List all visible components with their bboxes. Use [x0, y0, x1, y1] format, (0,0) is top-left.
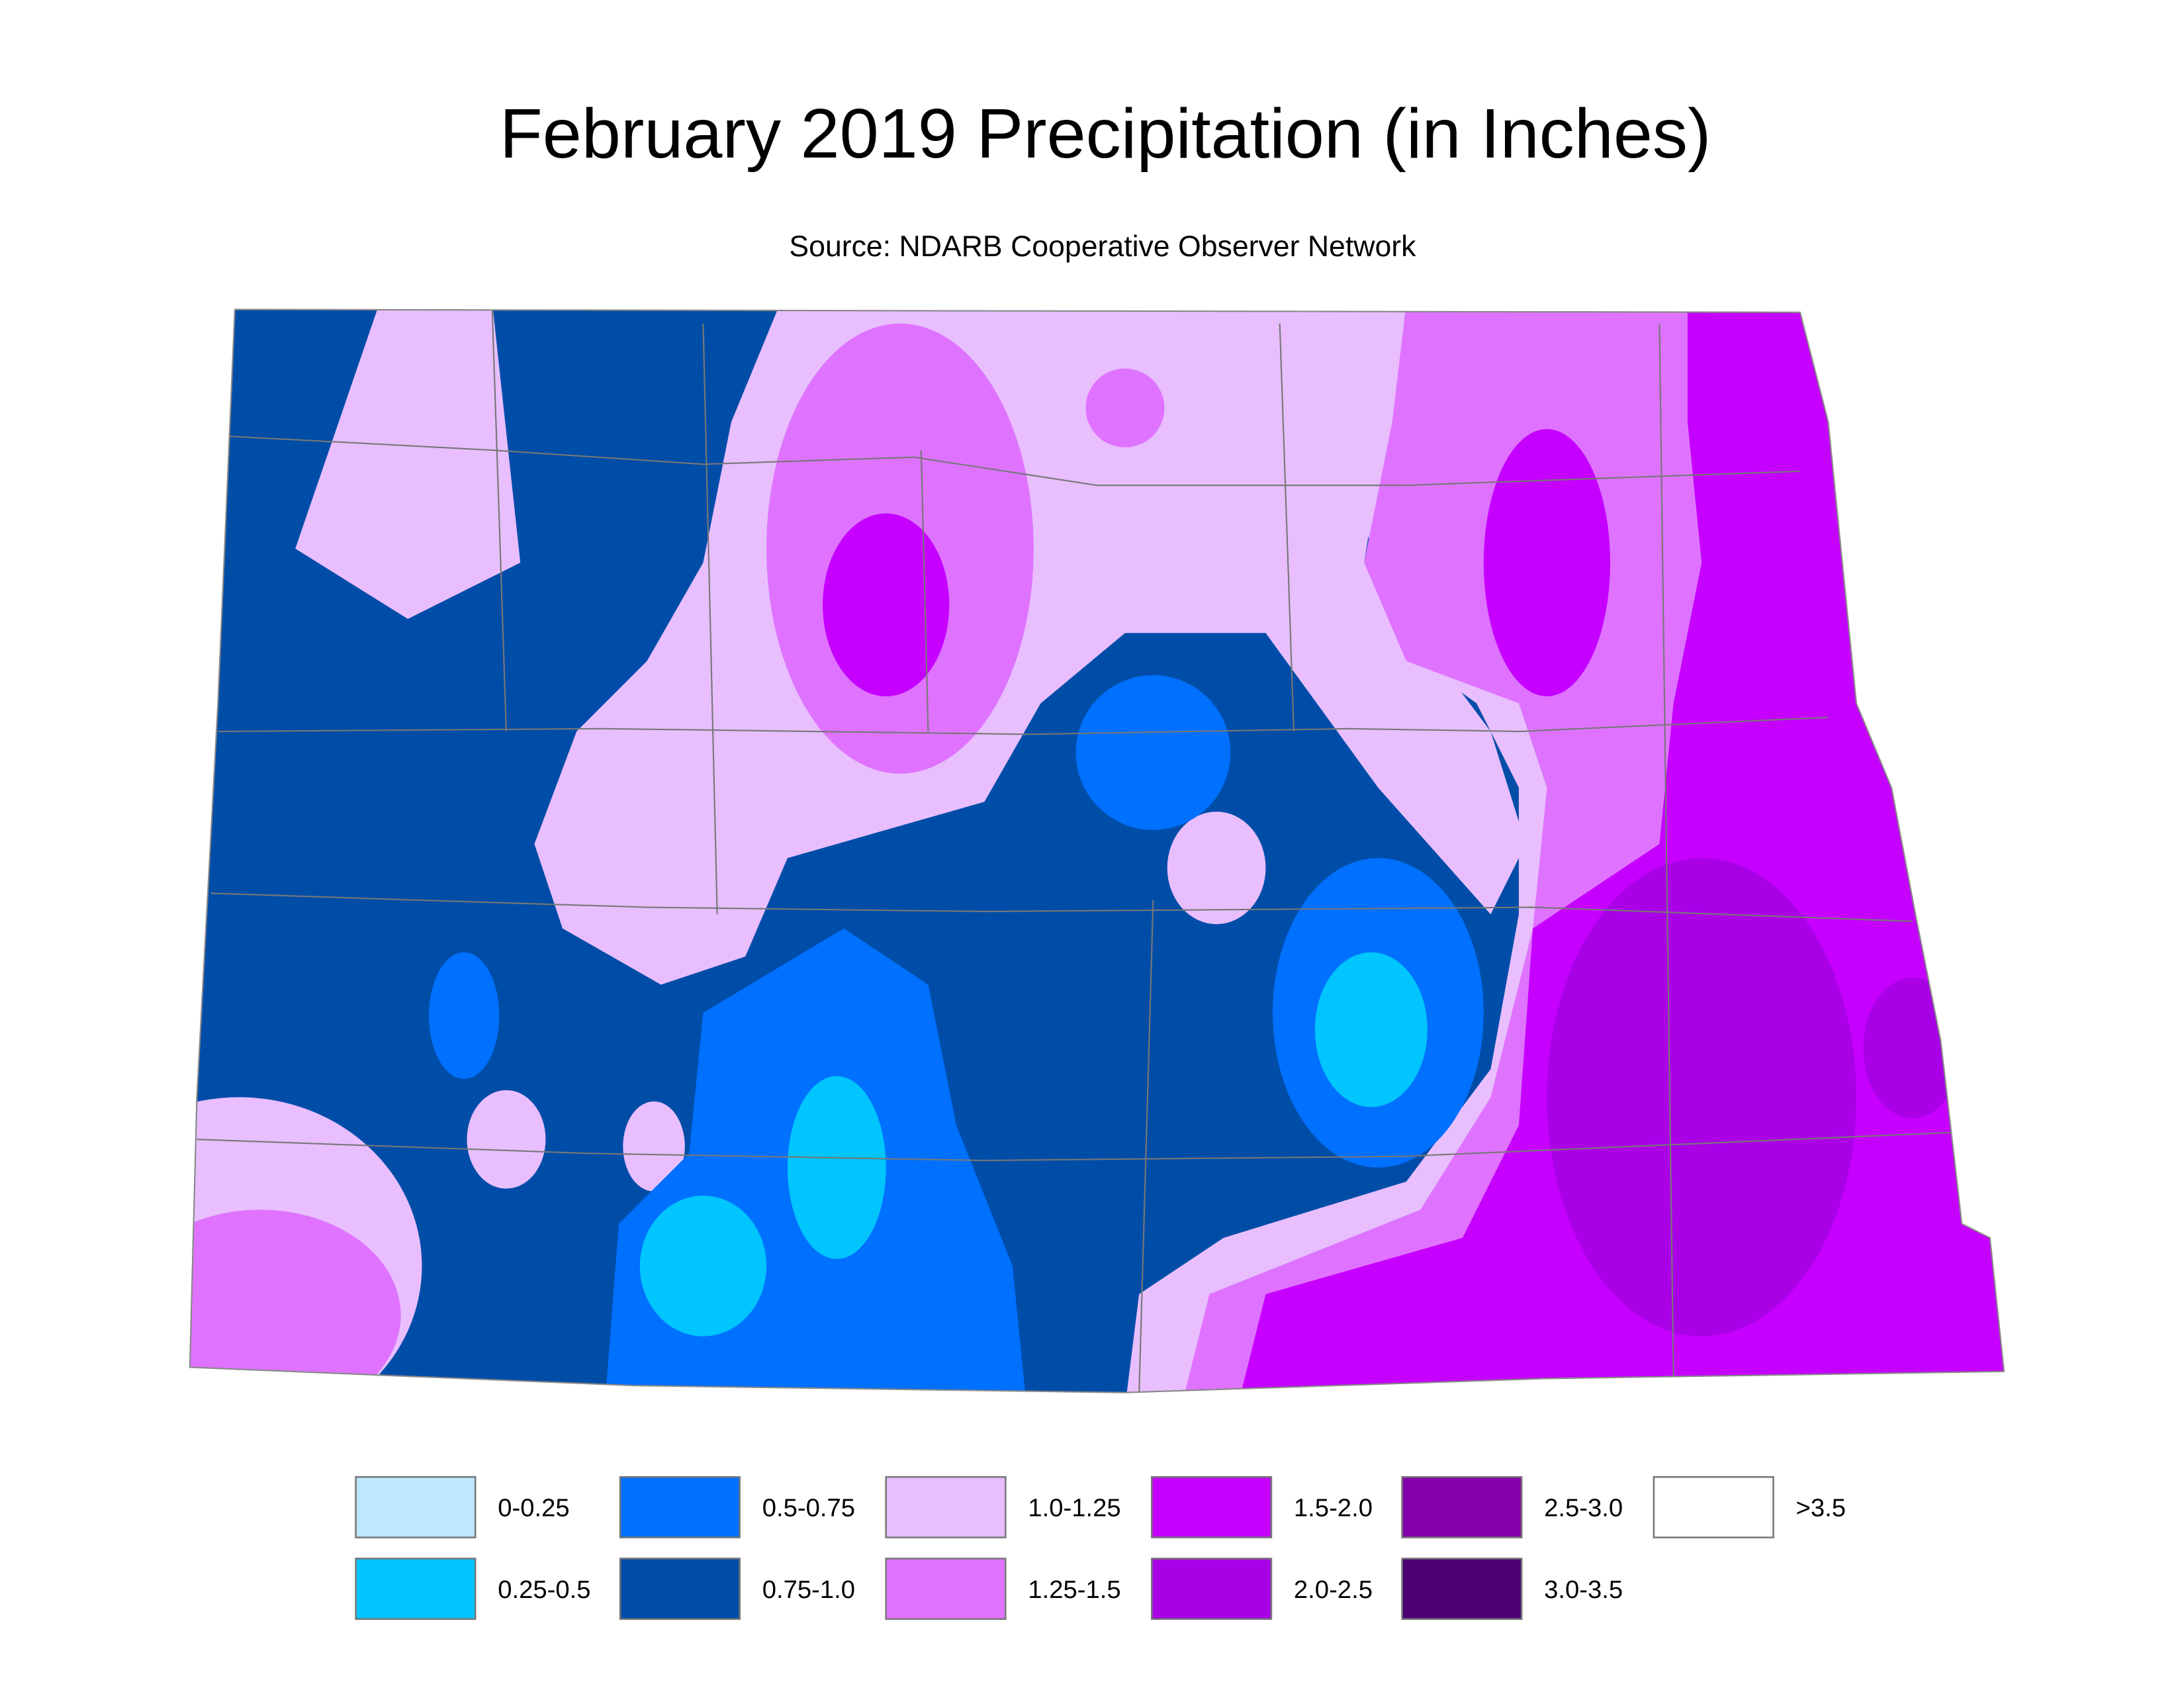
map-title: February 2019 Precipitation (in Inches)	[500, 94, 1711, 173]
county-lines	[197, 309, 1955, 1393]
legend-label: 3.0-3.5	[1544, 1575, 1623, 1604]
zone	[189, 1209, 401, 1393]
zone	[1483, 429, 1611, 696]
legend-label: >3.5	[1796, 1494, 1846, 1523]
legend-swatch	[619, 1476, 741, 1538]
zone	[1314, 952, 1428, 1107]
legend-swatch	[355, 1558, 477, 1620]
legend-swatch	[1151, 1476, 1273, 1538]
state-outline	[189, 308, 2005, 1393]
legend-swatch	[1401, 1558, 1523, 1620]
legend-label: 1.25-1.5	[1028, 1575, 1120, 1604]
legend-label: 2.5-3.0	[1544, 1494, 1623, 1523]
legend-label: 0.25-0.5	[498, 1575, 590, 1604]
legend-label: 0.75-1.0	[762, 1575, 855, 1604]
legend-swatch	[355, 1476, 477, 1538]
legend-label: 0.5-0.75	[762, 1494, 855, 1523]
zone	[1085, 368, 1165, 447]
legend-label: 0-0.25	[498, 1494, 569, 1523]
legend-swatch	[885, 1476, 1007, 1538]
legend-swatch	[1401, 1476, 1523, 1538]
legend: 0-0.25 0.25-0.5 0.5-0.75 0.75-1.0 1.0-1.25 1.…	[355, 1476, 1846, 1620]
legend-label: 1.0-1.25	[1028, 1494, 1120, 1523]
zone	[1167, 812, 1266, 925]
zone	[295, 309, 521, 620]
legend-label: 2.0-2.5	[1294, 1575, 1373, 1604]
precip-map	[189, 309, 2005, 1393]
legend-swatch	[1653, 1476, 1774, 1538]
zone	[429, 952, 500, 1079]
zone	[623, 1101, 685, 1192]
zone	[467, 1090, 546, 1189]
zone	[639, 1196, 767, 1336]
map-subtitle: Source: NDARB Cooperative Observer Netwo…	[789, 230, 1416, 263]
zone	[1075, 675, 1231, 830]
zone	[1547, 858, 1856, 1336]
zone	[823, 513, 950, 696]
legend-swatch	[619, 1558, 741, 1620]
zone	[787, 1076, 886, 1259]
legend-swatch	[885, 1558, 1007, 1620]
legend-label: 1.5-2.0	[1294, 1494, 1373, 1523]
legend-swatch	[1151, 1558, 1273, 1620]
